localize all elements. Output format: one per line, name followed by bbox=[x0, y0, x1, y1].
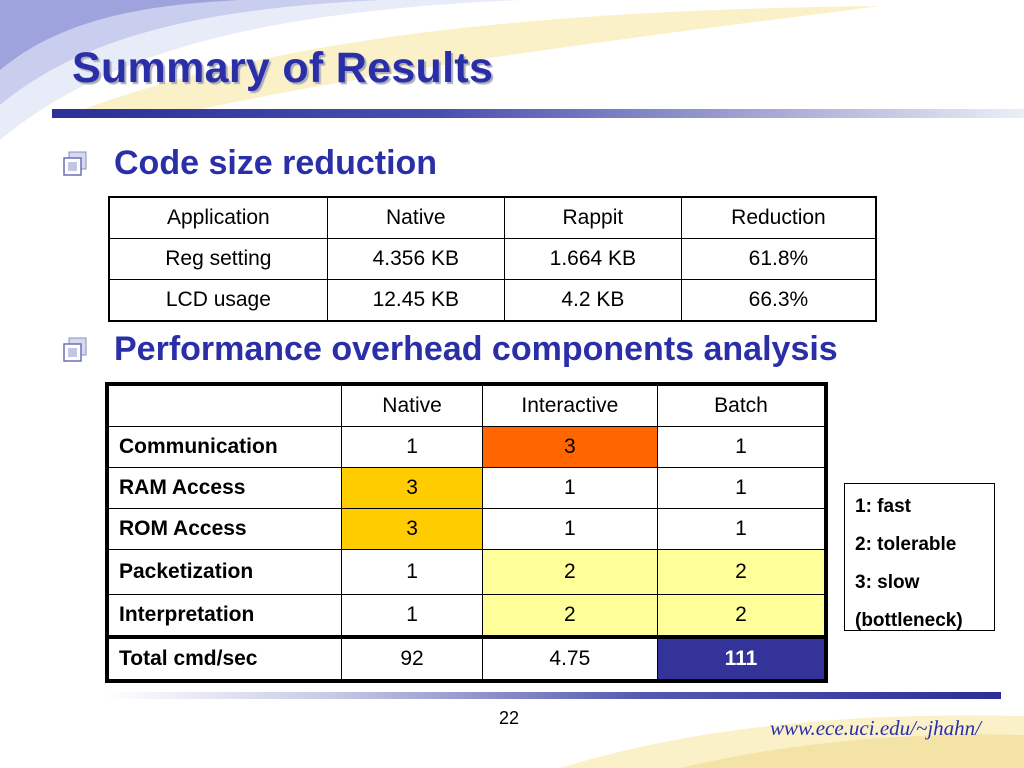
row-label: Total cmd/sec bbox=[106, 635, 343, 681]
table-row: Communication 1 3 1 bbox=[106, 426, 826, 468]
row-label: Interpretation bbox=[106, 594, 343, 638]
table-cell: 66.3% bbox=[680, 279, 877, 322]
square-bullet-icon bbox=[63, 337, 87, 362]
legend-line: 3: slow bbox=[855, 572, 920, 593]
table-row: Interpretation 1 2 2 bbox=[106, 594, 826, 638]
highlight-cell: 3 bbox=[341, 508, 483, 550]
table-header-row: Native Interactive Batch bbox=[106, 384, 826, 427]
table-cell: 61.8% bbox=[680, 238, 877, 280]
header-cell: Reduction bbox=[680, 196, 877, 239]
code-size-table: Application Native Rappit Reduction Reg … bbox=[108, 196, 877, 322]
highlight-cell: 2 bbox=[657, 594, 826, 638]
row-label: RAM Access bbox=[106, 467, 343, 509]
table-cell: 4.75 bbox=[481, 635, 659, 681]
legend-box: 1: fast 2: tolerable 3: slow (bottleneck… bbox=[844, 483, 995, 631]
row-label: ROM Access bbox=[106, 508, 343, 550]
table-cell: 1 bbox=[341, 594, 483, 638]
table-row: Reg setting 4.356 KB 1.664 KB 61.8% bbox=[108, 238, 877, 280]
table-cell: 12.45 KB bbox=[326, 279, 505, 322]
row-label: Communication bbox=[106, 426, 343, 468]
footer-rule bbox=[106, 692, 1001, 699]
header-cell bbox=[106, 384, 343, 427]
table-cell: 4.356 KB bbox=[326, 238, 505, 280]
table-row: Packetization 1 2 2 bbox=[106, 549, 826, 595]
row-label: Packetization bbox=[106, 549, 343, 595]
table-row: LCD usage 12.45 KB 4.2 KB 66.3% bbox=[108, 279, 877, 322]
table-header-row: Application Native Rappit Reduction bbox=[108, 196, 877, 239]
table-cell: 1 bbox=[481, 467, 659, 509]
bullet-text: Code size reduction bbox=[114, 144, 438, 182]
page-number: 22 bbox=[499, 708, 520, 728]
table-total-row: Total cmd/sec 92 4.75 111 bbox=[106, 635, 826, 681]
highlight-cell: 2 bbox=[657, 549, 826, 595]
header-cell: Native bbox=[341, 384, 483, 427]
footer-url: www.ece.uci.edu/~jhahn/ bbox=[770, 716, 982, 740]
performance-table: Native Interactive Batch Communication 1… bbox=[106, 383, 827, 682]
highlight-cell: 2 bbox=[481, 549, 659, 595]
table-cell: 1 bbox=[481, 508, 659, 550]
table-cell: 1 bbox=[341, 549, 483, 595]
bullet-performance: Performance overhead components analysis bbox=[62, 330, 838, 369]
table-cell: 4.2 KB bbox=[503, 279, 682, 322]
bullet-text: Performance overhead components analysis bbox=[114, 330, 838, 368]
table-cell: 1.664 KB bbox=[503, 238, 682, 280]
legend-line: 1: fast bbox=[855, 496, 911, 517]
table-cell: 1 bbox=[657, 508, 826, 550]
table-cell: 1 bbox=[657, 467, 826, 509]
legend-line: 2: tolerable bbox=[855, 534, 957, 555]
legend-line: (bottleneck) bbox=[855, 610, 963, 631]
table-cell: 92 bbox=[341, 635, 483, 681]
square-bullet-icon bbox=[63, 151, 87, 176]
highlight-cell: 2 bbox=[481, 594, 659, 638]
table-cell: 1 bbox=[341, 426, 483, 468]
table-cell: 1 bbox=[657, 426, 826, 468]
table-row: ROM Access 3 1 1 bbox=[106, 508, 826, 550]
highlight-cell: 3 bbox=[341, 467, 483, 509]
header-cell: Application bbox=[108, 196, 328, 239]
table-cell: Reg setting bbox=[108, 238, 328, 280]
table-cell: LCD usage bbox=[108, 279, 328, 322]
header-cell: Native bbox=[326, 196, 505, 239]
highlight-cell: 111 bbox=[657, 635, 826, 681]
slide-title: Summary of Results bbox=[72, 44, 494, 92]
bullet-code-size: Code size reduction bbox=[62, 144, 437, 183]
header-cell: Batch bbox=[657, 384, 826, 427]
header-cell: Interactive bbox=[481, 384, 659, 427]
title-underline bbox=[52, 109, 1024, 118]
table-row: RAM Access 3 1 1 bbox=[106, 467, 826, 509]
highlight-cell: 3 bbox=[481, 426, 659, 468]
header-cell: Rappit bbox=[503, 196, 682, 239]
